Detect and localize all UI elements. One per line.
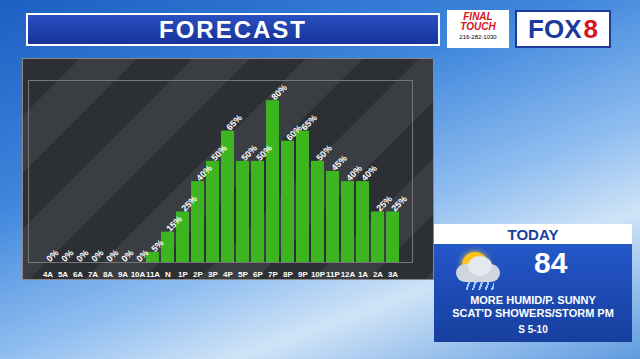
svg-text:5A: 5A: [58, 270, 68, 279]
svg-text:15%: 15%: [164, 214, 184, 234]
html-text:84: 84: [534, 246, 568, 279]
svg-text:40%: 40%: [344, 163, 365, 184]
svg-text:9A: 9A: [118, 270, 128, 279]
svg-text:3P: 3P: [208, 270, 218, 279]
html-text:MORE HUMID/P. SUNNY: MORE HUMID/P. SUNNY: [470, 294, 596, 306]
svg-text:60%: 60%: [284, 122, 305, 143]
svg-text:10A: 10A: [131, 270, 146, 279]
svg-text:0%: 0%: [134, 248, 150, 264]
svg-text:65%: 65%: [224, 113, 244, 133]
svg-text:0%: 0%: [59, 248, 75, 264]
html-text:SCAT'D SHOWERS/STORM PM: SCAT'D SHOWERS/STORM PM: [452, 307, 614, 319]
svg-text:9P: 9P: [298, 270, 308, 279]
svg-text:2P: 2P: [193, 270, 203, 279]
svg-text:0%: 0%: [104, 248, 120, 264]
svg-text:8P: 8P: [283, 270, 293, 279]
svg-text:45%: 45%: [329, 153, 349, 173]
svg-text:25%: 25%: [374, 193, 395, 214]
html-text:216-282-1030: 216-282-1030: [459, 34, 497, 40]
svg-text:7A: 7A: [88, 270, 98, 279]
svg-text:12A: 12A: [341, 270, 356, 279]
svg-text:40%: 40%: [359, 163, 379, 183]
svg-text:25%: 25%: [389, 194, 409, 214]
svg-text:5%: 5%: [149, 238, 165, 254]
svg-text:50%: 50%: [209, 143, 229, 163]
svg-text:6A: 6A: [73, 270, 83, 279]
svg-text:25%: 25%: [179, 194, 199, 214]
svg-text:2A: 2A: [373, 270, 383, 279]
html-text:TODAY: TODAY: [507, 225, 559, 243]
svg-text:1A: 1A: [358, 270, 368, 279]
svg-text:N: N: [165, 270, 171, 279]
svg-text:4P: 4P: [223, 270, 233, 279]
html-text:S 5-10: S 5-10: [518, 324, 548, 335]
svg-text:11P: 11P: [326, 270, 340, 279]
html-text:FINAL TOUCH: FINAL TOUCH: [460, 11, 496, 32]
svg-text:0%: 0%: [119, 248, 135, 264]
svg-text:3A: 3A: [388, 270, 398, 279]
svg-text:50%: 50%: [314, 143, 334, 163]
svg-text:65%: 65%: [299, 113, 319, 133]
svg-text:50%: 50%: [254, 143, 274, 163]
html-text:FOX 8: FOX 8: [528, 13, 598, 44]
svg-text:6P: 6P: [253, 270, 263, 279]
svg-text:8A: 8A: [103, 270, 113, 279]
svg-text:50%: 50%: [239, 143, 260, 163]
html-text:FORECAST: FORECAST: [159, 15, 307, 43]
svg-text:40%: 40%: [194, 163, 214, 183]
svg-text:11A: 11A: [146, 270, 160, 279]
svg-text:0%: 0%: [74, 248, 90, 264]
svg-text:7P: 7P: [268, 270, 278, 279]
svg-text:80%: 80%: [269, 82, 289, 102]
svg-text:10P: 10P: [311, 270, 326, 279]
svg-text:1P: 1P: [178, 270, 188, 279]
svg-text:0%: 0%: [89, 248, 105, 264]
svg-text:4A: 4A: [43, 270, 53, 279]
svg-text:0%: 0%: [44, 248, 60, 264]
svg-text:5P: 5P: [238, 270, 248, 279]
